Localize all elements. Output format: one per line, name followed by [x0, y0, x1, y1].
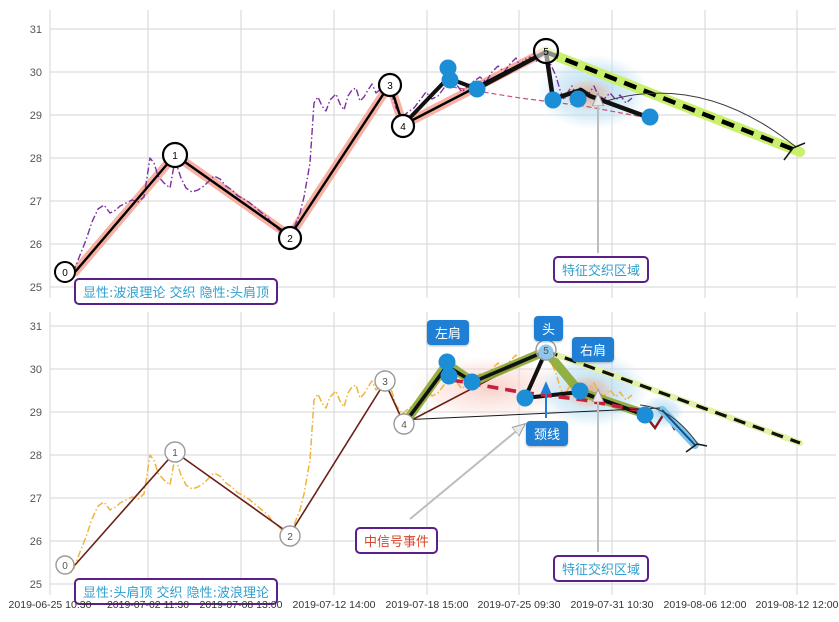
- wave-label-1: 1: [172, 448, 178, 459]
- wave-label-2: 2: [287, 234, 293, 245]
- x-tick: 2019-07-25 09:30: [478, 599, 561, 611]
- wave-label-0: 0: [62, 561, 68, 572]
- neckline-faint: [451, 86, 649, 119]
- y-tick: 27: [30, 493, 42, 505]
- x-tick: 2019-06-25 10:30: [9, 599, 92, 611]
- wave-label-4: 4: [401, 420, 407, 431]
- wave-markers: 0 1 2 3 4 5: [55, 339, 557, 575]
- y-tick: 31: [30, 24, 42, 36]
- wave-markers: 0 1 2 3 4 5: [54, 37, 560, 283]
- wave-zigzag-line: [74, 49, 547, 273]
- upper-trend-guide: [399, 407, 661, 421]
- bottom-panel: 31 30 29 28 27 26 25: [30, 312, 836, 595]
- bottom-interweave-label: 特征交织区域: [553, 555, 650, 582]
- wave-label-1: 1: [172, 151, 178, 162]
- head-label: 头: [534, 316, 564, 341]
- wave-label-5: 5: [543, 47, 549, 58]
- y-tick: 31: [30, 321, 42, 333]
- bottom-caption: 显性:头肩顶 交织 隐性:波浪理论: [74, 578, 279, 605]
- downtrend-dash: [545, 349, 801, 445]
- wave-label-4: 4: [400, 122, 406, 133]
- x-tick: 2019-08-12 12:00: [756, 599, 839, 611]
- breakdown-line: [661, 409, 696, 446]
- projection-arc: [599, 92, 797, 148]
- mid-signal-event-label: 中信号事件: [355, 527, 439, 554]
- wave-label-3: 3: [387, 81, 393, 92]
- wave-label-5: 5: [543, 346, 549, 357]
- x-tick: 2019-07-12 14:00: [293, 599, 376, 611]
- y-tick: 26: [30, 536, 42, 548]
- y-tick: 28: [30, 153, 42, 165]
- breakdown-arc: [639, 404, 698, 444]
- top-y-ticks: 31 30 29 28 27 26 25: [30, 24, 42, 294]
- hs-right-shoulder-path: [543, 51, 651, 121]
- x-tick: 2019-07-18 15:00: [386, 599, 469, 611]
- right-shoulder-label: 右肩: [572, 337, 615, 362]
- y-tick: 27: [30, 196, 42, 208]
- top-panel: 31 30 29 28 27 26 25: [30, 10, 836, 298]
- wave-label-2: 2: [287, 532, 293, 543]
- x-tick: 2019-07-08 13:00: [200, 599, 283, 611]
- hs-markers: [439, 59, 659, 126]
- neckline-label: 颈线: [526, 421, 569, 446]
- y-tick: 26: [30, 239, 42, 251]
- y-tick: 25: [30, 282, 42, 294]
- x-tick: 2019-08-06 12:00: [664, 599, 747, 611]
- top-caption: 显性:波浪理论 交织 隐性:头肩顶: [74, 278, 279, 305]
- hs-left-shoulder-path: [401, 50, 547, 127]
- wave-zigzag-line: [74, 349, 547, 566]
- y-tick: 29: [30, 407, 42, 419]
- x-axis: 2019-06-25 10:30 2019-07-02 11:30 2019-0…: [0, 595, 839, 617]
- x-tick: 2019-07-31 10:30: [571, 599, 654, 611]
- bottom-y-ticks: 31 30 29 28 27 26 25: [30, 321, 42, 591]
- projection-endpoint-mark: [783, 142, 806, 161]
- neckline: [451, 378, 649, 414]
- mid-signal-leader: [409, 428, 520, 520]
- y-tick: 30: [30, 67, 42, 79]
- y-tick: 29: [30, 110, 42, 122]
- y-tick: 25: [30, 579, 42, 591]
- breakdown-endpoint-mark: [685, 443, 708, 453]
- y-tick: 30: [30, 364, 42, 376]
- downtrend-dash: [545, 49, 801, 155]
- left-shoulder-label: 左肩: [427, 320, 470, 345]
- top-vgrid: [49, 10, 798, 298]
- wave-label-3: 3: [382, 377, 388, 388]
- hs-right-path: [523, 350, 646, 417]
- hs-left-path: [402, 349, 547, 426]
- y-tick: 28: [30, 450, 42, 462]
- x-tick: 2019-07-02 11:30: [107, 599, 189, 611]
- top-interweave-label: 特征交织区域: [553, 256, 650, 283]
- wave-label-0: 0: [62, 268, 68, 279]
